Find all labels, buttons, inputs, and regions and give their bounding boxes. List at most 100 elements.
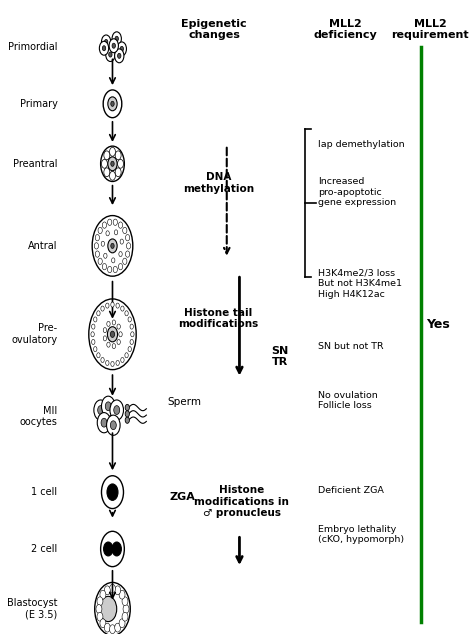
Circle shape [115,586,120,595]
Circle shape [120,239,124,244]
Text: MLL2
requirement: MLL2 requirement [391,18,469,40]
Circle shape [107,342,110,347]
Text: Embryo lethality
(cKO, hypomorph): Embryo lethality (cKO, hypomorph) [318,525,404,544]
Text: No ovulation
Follicle loss: No ovulation Follicle loss [318,391,377,410]
Circle shape [95,251,100,257]
Circle shape [95,234,100,241]
Circle shape [104,39,108,45]
Circle shape [100,596,117,622]
Circle shape [123,258,127,264]
Circle shape [121,357,124,362]
Circle shape [108,97,117,111]
Circle shape [130,340,133,345]
Circle shape [121,306,124,311]
Circle shape [100,590,106,599]
Circle shape [117,42,127,56]
Text: ZGA: ZGA [169,492,195,501]
Circle shape [101,476,124,508]
Text: Antral: Antral [28,241,57,251]
Text: Primordial: Primordial [8,42,57,52]
Circle shape [101,357,104,362]
Circle shape [109,625,116,634]
Circle shape [130,324,133,329]
Circle shape [97,612,103,621]
Circle shape [112,43,116,48]
Text: Deficient ZGA: Deficient ZGA [318,486,383,495]
Text: SN but not TR: SN but not TR [318,343,383,352]
Circle shape [101,35,111,49]
Circle shape [108,266,112,273]
Circle shape [109,39,118,53]
Circle shape [107,322,110,326]
Circle shape [95,582,130,636]
Circle shape [116,303,119,308]
Circle shape [127,243,131,249]
Circle shape [128,347,131,352]
Text: Pre-
ovulatory: Pre- ovulatory [11,324,57,345]
Circle shape [110,331,115,338]
Circle shape [119,590,125,599]
Text: 2 cell: 2 cell [31,544,57,554]
Circle shape [116,361,119,366]
Circle shape [107,415,120,435]
Text: SN
TR: SN TR [271,346,288,367]
Circle shape [131,332,134,337]
Circle shape [119,619,125,627]
Text: Increased
pro-apoptotic
gene expression: Increased pro-apoptotic gene expression [318,177,396,207]
Text: H3K4me2/3 loss
But not H3K4me1
High H4K12ac: H3K4me2/3 loss But not H3K4me1 High H4K1… [318,269,402,299]
Circle shape [94,243,99,249]
Circle shape [120,47,124,52]
Circle shape [109,584,116,593]
Circle shape [108,219,112,225]
Circle shape [111,243,114,248]
Text: Histone
modifications in
♂ pronucleus: Histone modifications in ♂ pronucleus [194,485,289,519]
Circle shape [122,597,128,606]
Circle shape [105,402,111,411]
Circle shape [106,48,115,62]
Circle shape [100,146,124,182]
Circle shape [91,340,95,345]
Circle shape [102,264,107,270]
Circle shape [97,413,111,433]
Circle shape [109,147,116,156]
Circle shape [111,161,114,166]
Circle shape [111,361,114,366]
Circle shape [102,222,107,228]
Text: 1 cell: 1 cell [31,487,57,497]
Circle shape [117,324,120,329]
Circle shape [113,219,118,225]
Circle shape [126,234,130,241]
Circle shape [117,340,120,345]
Circle shape [123,227,127,234]
Circle shape [103,90,122,118]
Text: MLL2
deficiency: MLL2 deficiency [313,18,377,40]
Circle shape [108,327,118,342]
Circle shape [112,343,116,348]
Circle shape [89,299,136,369]
Circle shape [111,101,114,106]
Circle shape [114,406,119,415]
Circle shape [119,252,122,257]
Circle shape [97,311,100,316]
Circle shape [115,49,124,63]
Circle shape [104,254,107,258]
Circle shape [102,46,106,51]
Circle shape [104,168,110,176]
Text: DNA
methylation: DNA methylation [182,172,254,194]
Circle shape [103,336,107,341]
Circle shape [126,251,130,257]
Circle shape [103,327,107,333]
Circle shape [125,404,129,411]
Circle shape [106,225,129,261]
Circle shape [118,222,123,228]
Circle shape [115,623,120,632]
Circle shape [106,303,109,308]
Circle shape [92,215,133,276]
Circle shape [103,313,131,355]
Circle shape [100,531,124,567]
Circle shape [128,317,131,322]
Text: MII
oocytes: MII oocytes [19,406,57,427]
Circle shape [122,612,128,621]
Circle shape [125,417,129,424]
Circle shape [118,159,124,168]
